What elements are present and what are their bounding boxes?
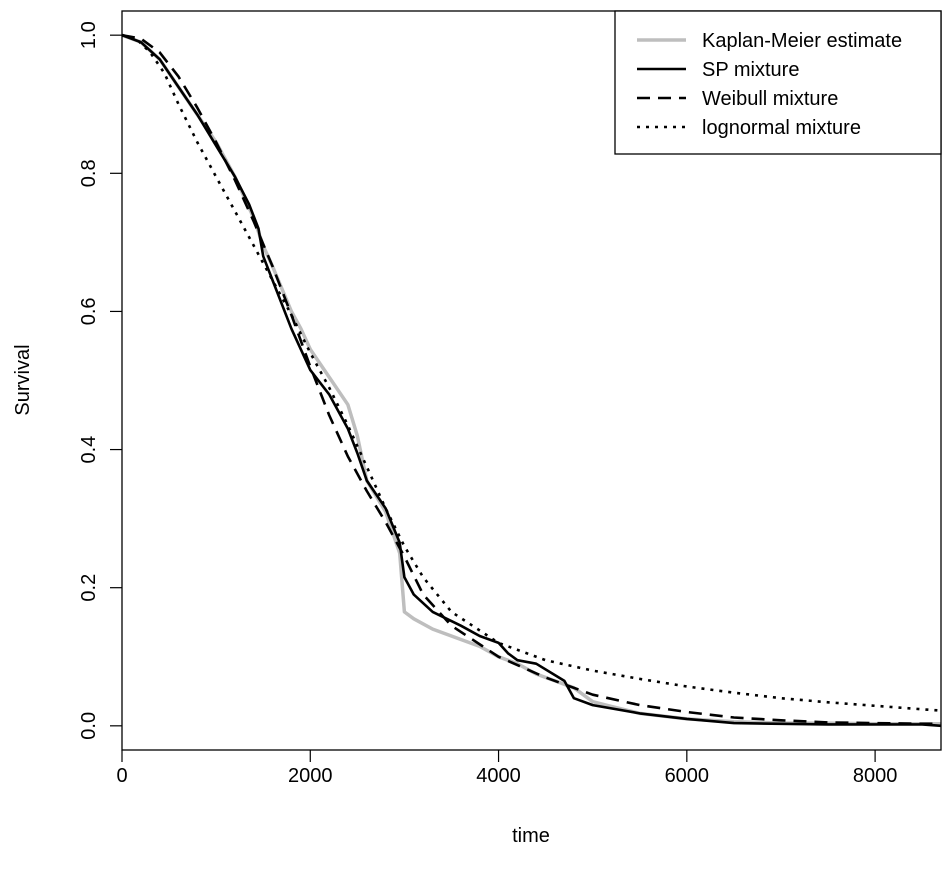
x-tick-label: 8000 — [853, 765, 898, 787]
series-line-lognormal-mixture — [121, 33, 942, 712]
x-tick-label: 0 — [116, 765, 127, 787]
series-line-sp-mixture — [121, 33, 942, 728]
series-layer — [121, 33, 942, 728]
x-tick-label: 4000 — [476, 765, 521, 787]
legend-label-weibull-mixture: Weibull mixture — [702, 88, 838, 110]
y-axis-label: Survival — [12, 344, 34, 415]
x-axis-label: time — [512, 825, 550, 847]
legend: Kaplan-Meier estimate SP mixture Weibull m… — [614, 10, 942, 155]
y-tick-label: 0.2 — [78, 574, 100, 602]
legend-label-lognormal-mixture: lognormal mixture — [702, 117, 861, 139]
y-tick-label: 0.4 — [78, 436, 100, 464]
y-tick-label: 0.0 — [78, 712, 100, 740]
y-tick-label: 0.6 — [78, 297, 100, 325]
x-tick-label: 6000 — [665, 765, 710, 787]
y-tick-label: 1.0 — [78, 21, 100, 49]
legend-label-sp-mixture: SP mixture — [702, 59, 799, 81]
x-axis: 0 2000 4000 6000 8000 — [116, 750, 897, 787]
plot-frame — [121, 10, 942, 751]
y-axis: 0.0 0.2 0.4 0.6 0.8 1.0 — [78, 21, 122, 740]
legend-label-kaplan-meier-estimate: Kaplan-Meier estimate — [702, 30, 902, 52]
y-tick-label: 0.8 — [78, 159, 100, 187]
x-tick-label: 2000 — [288, 765, 333, 787]
legend-box — [614, 10, 942, 155]
series-line-weibull-mixture — [121, 33, 941, 726]
